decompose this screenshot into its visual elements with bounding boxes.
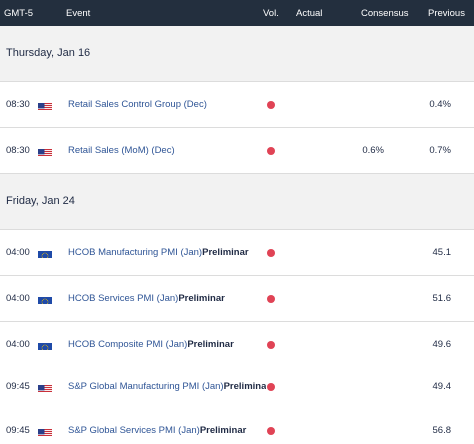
actual-column-header: Actual — [296, 8, 323, 19]
preliminary-tag: Preliminar — [223, 381, 266, 392]
previous-value: 51.6 — [432, 293, 452, 304]
event-time: 04:00 — [6, 293, 30, 304]
event-time: 04:00 — [6, 339, 30, 350]
event-time: 08:30 — [6, 99, 30, 110]
event-name[interactable]: Retail Sales (MoM) (Dec) — [68, 145, 175, 156]
event-name[interactable]: HCOB Services PMI (Jan)Preliminar — [68, 293, 225, 304]
event-time: 04:00 — [6, 247, 30, 258]
event-row[interactable]: 08:30 Retail Sales (MoM) (Dec) 0.6% 0.7% — [0, 128, 474, 174]
event-name[interactable]: S&P Global Services PMI (Jan)Preliminar — [68, 425, 247, 436]
eu-flag-icon — [38, 294, 52, 304]
high-volatility-icon — [267, 147, 275, 155]
event-name[interactable]: S&P Global Manufacturing PMI (Jan)Prelim… — [68, 381, 266, 392]
preliminary-tag: Preliminar — [178, 293, 225, 304]
high-volatility-icon — [267, 249, 275, 257]
high-volatility-icon — [267, 341, 275, 349]
previous-value: 45.1 — [432, 247, 452, 258]
event-time: 09:45 — [6, 425, 30, 436]
date-label: Friday, Jan 24 — [6, 195, 75, 207]
high-volatility-icon — [267, 101, 275, 109]
consensus-column-header: Consensus — [361, 8, 409, 19]
event-row[interactable]: 04:00 HCOB Composite PMI (Jan)Preliminar… — [0, 322, 474, 368]
preliminary-tag: Preliminar — [187, 339, 234, 350]
preliminary-tag: Preliminar — [199, 425, 247, 436]
previous-value: 49.6 — [432, 339, 452, 350]
volatility-column-header: Vol. — [263, 8, 279, 19]
date-row: Friday, Jan 24 — [0, 174, 474, 230]
date-row: Thursday, Jan 16 — [0, 26, 474, 82]
high-volatility-icon — [267, 427, 275, 435]
event-row[interactable]: 09:45 S&P Global Services PMI (Jan)Preli… — [0, 406, 474, 444]
event-name[interactable]: Retail Sales Control Group (Dec) — [68, 99, 207, 110]
high-volatility-icon — [267, 295, 275, 303]
calendar-header: GMT-5 Event Vol. Actual Consensus Previo… — [0, 0, 474, 26]
previous-value: 49.4 — [432, 381, 452, 392]
eu-flag-icon — [38, 248, 52, 258]
previous-value: 0.4% — [429, 99, 451, 110]
event-row[interactable]: 09:45 S&P Global Manufacturing PMI (Jan)… — [0, 364, 474, 410]
consensus-value: 0.6% — [362, 145, 384, 156]
previous-column-header: Previous — [428, 8, 465, 19]
event-name[interactable]: HCOB Composite PMI (Jan)Preliminar — [68, 339, 234, 350]
us-flag-icon — [38, 382, 52, 392]
preliminary-tag: Preliminar — [202, 247, 249, 258]
high-volatility-icon — [267, 383, 275, 391]
us-flag-icon — [38, 146, 52, 156]
event-row[interactable]: 04:00 HCOB Services PMI (Jan)Preliminar … — [0, 276, 474, 322]
event-row[interactable]: 04:00 HCOB Manufacturing PMI (Jan)Prelim… — [0, 230, 474, 276]
event-time: 08:30 — [6, 145, 30, 156]
event-time: 09:45 — [6, 381, 30, 392]
previous-value: 0.7% — [429, 145, 451, 156]
eu-flag-icon — [38, 340, 52, 350]
timezone-header[interactable]: GMT-5 — [4, 8, 34, 19]
event-column-header: Event — [66, 8, 91, 19]
us-flag-icon — [38, 426, 52, 436]
event-row[interactable]: 08:30 Retail Sales Control Group (Dec) 0… — [0, 82, 474, 128]
us-flag-icon — [38, 100, 52, 110]
event-name[interactable]: HCOB Manufacturing PMI (Jan)Preliminar — [68, 247, 249, 258]
date-label: Thursday, Jan 16 — [6, 47, 91, 59]
previous-value: 56.8 — [432, 425, 452, 436]
